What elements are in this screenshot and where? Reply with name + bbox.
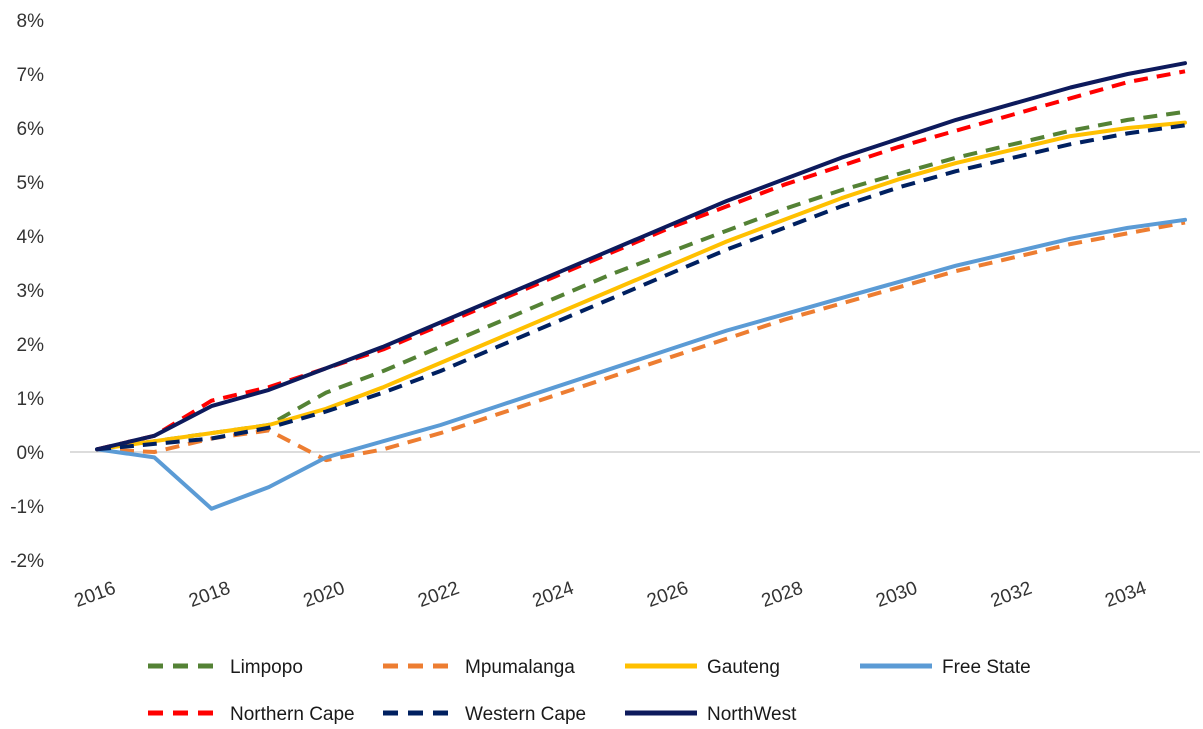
series-line-western-cape <box>96 123 1186 452</box>
x-tick-label-2034: 2034 <box>1102 578 1149 612</box>
y-tick-label-2: -2% <box>10 551 44 572</box>
x-tick-label-2024: 2024 <box>530 578 577 612</box>
series-line-limpopo <box>96 109 1186 452</box>
legend-label-mpumalanga: Mpumalanga <box>465 657 575 678</box>
legend-item-free-state: Free State <box>860 657 1031 678</box>
y-tick-label-1: 1% <box>17 389 45 410</box>
series-line-northern-cape <box>96 69 1186 452</box>
legend-label-northwest: NorthWest <box>707 704 797 725</box>
x-tick-label-2028: 2028 <box>759 578 806 612</box>
legend-item-gauteng: Gauteng <box>625 657 780 678</box>
series-line-mpumalanga <box>96 220 1186 463</box>
y-tick-label-0: 0% <box>17 443 45 464</box>
y-tick-label-3: 3% <box>17 281 45 302</box>
x-tick-label-2026: 2026 <box>644 578 691 612</box>
legend-label-western-cape: Western Cape <box>465 704 586 725</box>
x-tick-label-2018: 2018 <box>186 578 233 612</box>
series-line-free-state <box>95 217 1187 511</box>
legend-label-northern-cape: Northern Cape <box>230 704 355 725</box>
legend-label-limpopo: Limpopo <box>230 657 303 678</box>
y-tick-label-6: 6% <box>17 119 45 140</box>
legend-item-northern-cape: Northern Cape <box>148 704 355 725</box>
legend-item-western-cape: Western Cape <box>383 704 586 725</box>
legend: Limpopo Mpumalanga Gauteng Free State Northe… <box>148 657 1031 725</box>
y-tick-label-2: 2% <box>17 335 45 356</box>
legend-label-gauteng: Gauteng <box>707 657 780 678</box>
legend-label-free-state: Free State <box>942 657 1031 678</box>
y-tick-label-8: 8% <box>17 11 45 32</box>
legend-item-northwest: NorthWest <box>625 704 797 725</box>
x-tick-label-2030: 2030 <box>873 578 920 612</box>
legend-item-mpumalanga: Mpumalanga <box>383 657 575 678</box>
x-tick-label-2032: 2032 <box>988 578 1035 612</box>
x-tick-label-2022: 2022 <box>415 578 462 612</box>
y-tick-label-7: 7% <box>17 65 45 86</box>
y-tick-label-4: 4% <box>17 227 45 248</box>
series-line-northwest <box>95 61 1187 452</box>
series-group <box>95 61 1187 511</box>
series-line-gauteng <box>95 120 1187 452</box>
y-axis: -2% -1% 0% 1% 2% 3% 4% 5% 6% 7% 8% <box>10 11 44 572</box>
x-tick-label-2016: 2016 <box>72 578 119 612</box>
x-axis: 2016 2018 2020 2022 2024 2026 2028 2030 2032 2034 <box>72 578 1150 612</box>
y-tick-label-5: 5% <box>17 173 45 194</box>
x-tick-label-2020: 2020 <box>301 578 348 612</box>
legend-item-limpopo: Limpopo <box>148 657 303 678</box>
y-tick-label-1: -1% <box>10 497 44 518</box>
